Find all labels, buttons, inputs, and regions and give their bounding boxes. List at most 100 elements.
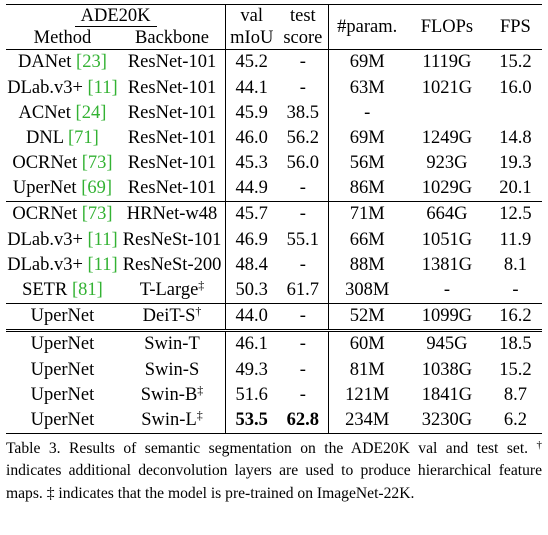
test-score-cell: - xyxy=(277,357,330,383)
test-score-cell: 62.8 xyxy=(277,407,330,434)
test-score-cell: 56.2 xyxy=(277,125,330,151)
val-miou-cell: 45.9 xyxy=(235,102,268,123)
results-table: ADE20K val test #param. FLOPs FPS Method… xyxy=(6,4,542,434)
header-dataset-cell: ADE20K xyxy=(6,4,227,27)
citation-link: [24] xyxy=(75,102,107,123)
table-row: DLab.v3+ [11] ResNeSt-101 46.9 55.1 66M 1051G… xyxy=(6,227,542,253)
method-name: SETR xyxy=(22,280,68,301)
backbone-name: T-Large xyxy=(139,280,199,301)
citation-link: [69] xyxy=(81,178,113,199)
params-cell: 86M xyxy=(349,178,385,199)
val-miou-cell: 51.6 xyxy=(235,384,268,405)
table-body: DANet [23] ResNet-101 45.2-69M 1119G 15.2 DLa… xyxy=(6,49,542,434)
header-params: #param. xyxy=(328,4,406,50)
params-cell: 308M xyxy=(345,280,390,301)
backbone-name: Swin-T xyxy=(144,334,200,355)
flops-cell: 3230G xyxy=(405,407,489,434)
val-miou-cell: 44.9 xyxy=(235,178,268,199)
params-cell: 121M xyxy=(345,384,390,405)
fps-cell: 8.7 xyxy=(503,384,527,405)
table-caption: Table 3. Results of semantic segmentatio… xyxy=(6,438,542,506)
method-cell: OCRNet [73] xyxy=(6,151,119,176)
fps-cell: 16.0 xyxy=(499,77,532,98)
backbone-cell: ResNet-101 xyxy=(118,75,227,101)
backbone-cell: Swin-S xyxy=(118,357,227,383)
flops-cell: 1029G xyxy=(421,178,473,199)
backbone-cell: HRNet-w48 xyxy=(118,201,227,228)
backbone-name: ResNet-101 xyxy=(127,102,217,123)
backbone-cell: ResNeSt-101 xyxy=(118,227,227,253)
fps-cell: 8.1 xyxy=(503,254,527,275)
test-score-cell: - xyxy=(277,201,330,228)
backbone-name: Swin-S xyxy=(144,359,200,380)
test-score-cell: - xyxy=(277,252,330,278)
header-backbone: Backbone xyxy=(118,27,227,50)
backbone-name: DeiT-S xyxy=(142,306,196,327)
params-cell: 71M xyxy=(328,201,406,228)
fps-cell: - xyxy=(512,280,519,301)
method-cell: DLab.v3+ [11] xyxy=(6,75,119,100)
flops-cell: 1119G xyxy=(405,49,489,76)
flops-cell xyxy=(405,100,489,125)
table-row: DLab.v3+ [11] ResNet-101 44.1-63M 1021G 16.0 xyxy=(6,75,542,101)
val-miou-cell: 46.9 xyxy=(235,229,268,250)
test-score-cell: - xyxy=(277,302,330,331)
citation-link: [23] xyxy=(76,52,107,73)
method-cell: DNL [71] xyxy=(6,126,119,151)
header-val-top: val xyxy=(225,4,278,27)
fps-cell xyxy=(489,100,542,125)
method-cell: ACNet [24] xyxy=(6,100,119,125)
backbone-name: ResNet-101 xyxy=(127,77,217,98)
backbone-cell: ResNeSt-200 xyxy=(118,252,227,278)
val-miou-cell: 48.4 xyxy=(235,254,268,275)
backbone-name: ResNeSt-200 xyxy=(122,254,222,275)
method-name: UperNet xyxy=(30,334,95,355)
method-cell: DLab.v3+ [11] xyxy=(6,253,119,278)
method-name: OCRNet xyxy=(12,153,78,174)
val-miou-cell: 46.1 xyxy=(225,329,278,358)
params-cell: 66M xyxy=(349,229,385,250)
fps-cell: 11.9 xyxy=(499,229,532,250)
test-score-cell: - xyxy=(277,382,330,408)
method-name: UperNet xyxy=(30,306,95,327)
val-miou-cell: 53.5 xyxy=(225,407,278,434)
method-cell: SETR [81] xyxy=(6,278,119,304)
footnote-mark: ‡ xyxy=(196,407,203,422)
table-row: UperNet [69] ResNet-101 44.9-86M 1029G 20.1 xyxy=(6,175,542,202)
header-test-bottom: score xyxy=(277,27,330,50)
params-cell: 69M xyxy=(328,49,406,76)
table-row: OCRNet [73] ResNet-101 45.3 56.0 56M 923G 19.3 xyxy=(6,150,542,176)
test-score-cell: - xyxy=(277,75,330,101)
citation-link: [11] xyxy=(87,77,118,98)
backbone-cell: ResNet-101 xyxy=(118,125,227,151)
fps-cell: 19.3 xyxy=(499,153,532,174)
table-row: UperNet Swin-B‡ 51.6-121M 1841G 8.7 xyxy=(6,382,542,408)
table-row: SETR [81] T-Large‡ 50.3 61.7 308M - - xyxy=(6,277,542,304)
table-figure: ADE20K val test #param. FLOPs FPS Method… xyxy=(6,4,542,521)
backbone-cell: ResNet-101 xyxy=(118,49,227,76)
val-miou-cell: 45.2 xyxy=(225,49,278,76)
params-cell: 81M xyxy=(349,359,385,380)
header-test-top: test xyxy=(277,4,330,27)
flops-cell: 1021G xyxy=(421,77,473,98)
backbone-name: ResNet-101 xyxy=(127,52,217,73)
fps-cell: 12.5 xyxy=(488,201,542,228)
method-name: UperNet xyxy=(30,359,95,380)
backbone-name: ResNet-101 xyxy=(127,153,217,174)
fps-cell: 16.2 xyxy=(488,302,542,331)
method-name: OCRNet xyxy=(12,204,78,225)
method-cell: UperNet xyxy=(6,302,119,331)
table-row: OCRNet [73] HRNet-w48 45.7-71M 664G 12.5 xyxy=(6,201,542,228)
backbone-name: Swin-B xyxy=(140,384,198,405)
header-flops: FLOPs xyxy=(405,4,489,50)
header-row-1: ADE20K val test #param. FLOPs FPS xyxy=(6,4,542,50)
flops-cell: 1381G xyxy=(421,254,473,275)
table-row: UperNet Swin-L‡ 53.5 62.8 234M 3230G 6.2 xyxy=(6,407,542,434)
citation-link: [73] xyxy=(81,204,113,225)
test-score-cell: 55.1 xyxy=(277,227,330,253)
citation-link: [81] xyxy=(71,280,103,301)
val-miou-cell: 49.3 xyxy=(235,359,268,380)
footnote-mark: † xyxy=(195,304,202,319)
method-name: DLab.v3+ xyxy=(7,229,83,250)
caption-ddagger: ‡ xyxy=(46,484,55,502)
